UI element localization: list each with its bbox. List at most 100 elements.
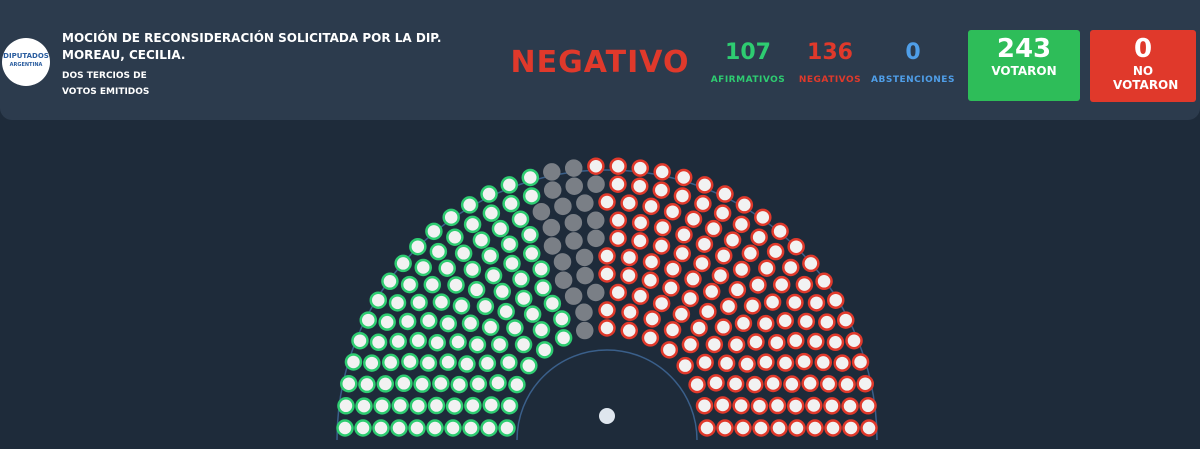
- seat: [401, 352, 419, 371]
- seat: [786, 397, 805, 415]
- seat: [554, 271, 573, 289]
- seat: [714, 247, 733, 265]
- seat: [776, 354, 795, 372]
- seat: [493, 282, 512, 301]
- seat: [564, 287, 583, 305]
- seat: [732, 396, 750, 415]
- count: 243: [996, 34, 1052, 64]
- seat: [587, 229, 605, 248]
- seat: [454, 244, 473, 263]
- seat: [757, 353, 775, 371]
- seat: [420, 312, 438, 330]
- seat: [450, 375, 468, 394]
- president-seat: [599, 408, 615, 424]
- seat: [564, 159, 583, 177]
- seat: [815, 272, 833, 291]
- seat: [478, 354, 497, 373]
- seat: [482, 204, 501, 222]
- seat: [363, 354, 381, 372]
- seat: [409, 397, 428, 415]
- seat: [818, 313, 836, 331]
- seat: [856, 374, 874, 393]
- seat: [425, 222, 443, 241]
- seat: [500, 396, 519, 415]
- seat: [699, 302, 717, 321]
- seat: [442, 208, 460, 227]
- tally: 136 NEGATIVOS: [789, 40, 871, 85]
- seat: [481, 247, 500, 265]
- seat: [429, 242, 448, 261]
- seat: [413, 375, 431, 393]
- seat: [795, 352, 813, 371]
- seat: [734, 419, 752, 437]
- seat: [554, 197, 572, 216]
- seat: [472, 231, 491, 249]
- seat: [749, 276, 767, 294]
- seat: [752, 419, 770, 437]
- seat: [500, 176, 519, 194]
- seat: [373, 397, 391, 415]
- seat: [690, 319, 708, 337]
- seat: [836, 311, 855, 329]
- seat: [631, 287, 650, 305]
- seat: [354, 419, 372, 437]
- seat: [449, 333, 467, 351]
- seat: [663, 202, 682, 221]
- logo-top: DIPUTADOS: [3, 52, 49, 60]
- seat: [688, 375, 706, 394]
- seat: [576, 266, 594, 285]
- count-label: NEGATIVOS: [798, 75, 862, 85]
- seat: [344, 353, 363, 371]
- seat: [458, 355, 476, 373]
- seat: [598, 247, 616, 265]
- seat: [432, 374, 450, 393]
- count: 107: [725, 40, 771, 65]
- subtitle: DOS TERCIOS DE VOTOS EMITIDOS: [62, 71, 150, 97]
- seat: [716, 419, 734, 437]
- seat: [694, 194, 712, 213]
- seat: [394, 254, 412, 273]
- seat: [807, 332, 825, 351]
- seat: [498, 419, 516, 437]
- seat: [631, 177, 649, 195]
- seat: [428, 333, 446, 352]
- seat: [575, 303, 593, 322]
- seat: [390, 419, 408, 437]
- voted-box: 243 VOTARON: [968, 30, 1080, 101]
- seat: [750, 228, 768, 246]
- seat: [409, 331, 427, 350]
- seat: [598, 301, 616, 319]
- result: NEGATIVO: [510, 45, 690, 80]
- seat: [359, 311, 378, 329]
- count-label: AFIRMATIVOS: [710, 75, 786, 85]
- seat: [398, 312, 417, 331]
- seat: [814, 353, 833, 372]
- seat: [766, 242, 785, 261]
- seat: [631, 232, 649, 250]
- title: MOCIÓN DE RECONSIDERACIÓN SOLICITADA POR…: [62, 31, 442, 62]
- seat: [500, 235, 519, 253]
- seat: [503, 254, 521, 273]
- seat: [400, 275, 419, 294]
- seat: [532, 321, 551, 339]
- seat: [860, 419, 878, 437]
- seat: [732, 260, 751, 279]
- seat: [642, 253, 661, 271]
- seat: [337, 397, 355, 415]
- seat: [695, 396, 714, 415]
- seat: [476, 297, 495, 316]
- seat: [684, 210, 703, 228]
- seat: [532, 260, 550, 278]
- seat: [631, 159, 650, 177]
- seat: [408, 419, 426, 437]
- seat: [481, 318, 500, 336]
- seat: [439, 314, 458, 333]
- seat: [564, 213, 583, 232]
- seat: [522, 244, 541, 263]
- count-label: VOTARON: [991, 64, 1057, 78]
- seat: [565, 232, 583, 250]
- seat: [508, 375, 526, 394]
- seat: [768, 333, 786, 352]
- seat: [491, 219, 510, 238]
- seat: [535, 341, 554, 359]
